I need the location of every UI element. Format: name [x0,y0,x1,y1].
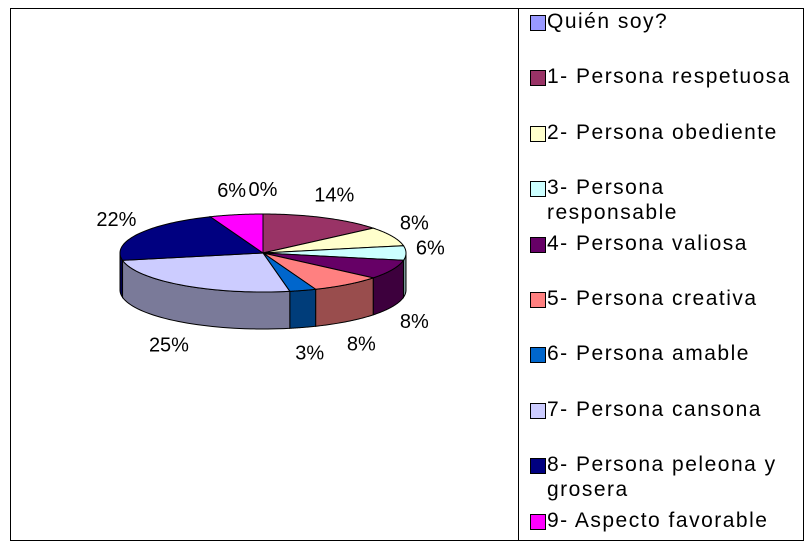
data-label: 6% [416,237,445,259]
data-label: 6% [217,180,246,202]
chart-border [10,8,804,541]
slice [119,216,265,261]
legend-label: 9- Aspecto favorable [547,508,769,532]
data-label: 0% [249,179,278,201]
slice [262,252,405,279]
legend-label: 8- Persona peleona y grosera [547,453,777,502]
legend-swatch [530,292,546,308]
legend-swatch [530,458,546,475]
data-label: 25% [149,335,189,357]
data-label: 22% [96,209,136,231]
legend-label: 5- Persona creativa [547,287,758,310]
legend-swatch [530,15,546,31]
legend-label: 1- Persona respetuosa [547,65,791,89]
legend-label: 2- Persona obediente [547,120,778,144]
legend-swatch [530,347,546,364]
legend-swatch [530,125,546,142]
legend-swatch [530,402,546,419]
data-label: 14% [314,184,354,206]
slice-side [289,288,317,329]
slice [262,227,405,254]
legend-swatch [530,181,546,198]
data-label: 8% [347,334,376,356]
data-label: 8% [400,212,429,234]
legend-label: 7- Persona cansona [547,397,762,421]
slice [121,252,291,293]
slice [208,213,264,254]
data-label: 8% [400,311,429,333]
legend-swatch [530,513,546,530]
slice [262,252,318,292]
data-label: 3% [295,342,324,364]
legend-swatch [530,236,546,253]
legend-label: 4- Persona valiosa [547,231,748,255]
slice [262,245,407,261]
legend-swatch [530,70,546,87]
legend-label: 3- Persona responsable [547,176,678,225]
slice [262,213,376,254]
slice [262,252,376,290]
legend-label: Quién soy? [547,10,669,33]
legend-label: 6- Persona amable [547,342,750,366]
